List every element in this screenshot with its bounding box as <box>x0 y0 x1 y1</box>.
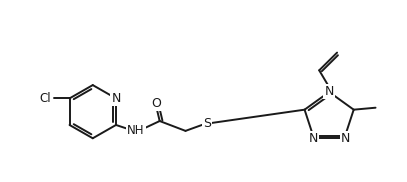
Text: Cl: Cl <box>39 92 50 105</box>
Text: O: O <box>151 97 161 110</box>
Text: N: N <box>308 132 317 145</box>
Text: S: S <box>204 116 211 130</box>
Text: NH: NH <box>127 124 144 137</box>
Text: N: N <box>324 86 334 98</box>
Text: N: N <box>341 132 350 145</box>
Text: N: N <box>111 92 120 105</box>
